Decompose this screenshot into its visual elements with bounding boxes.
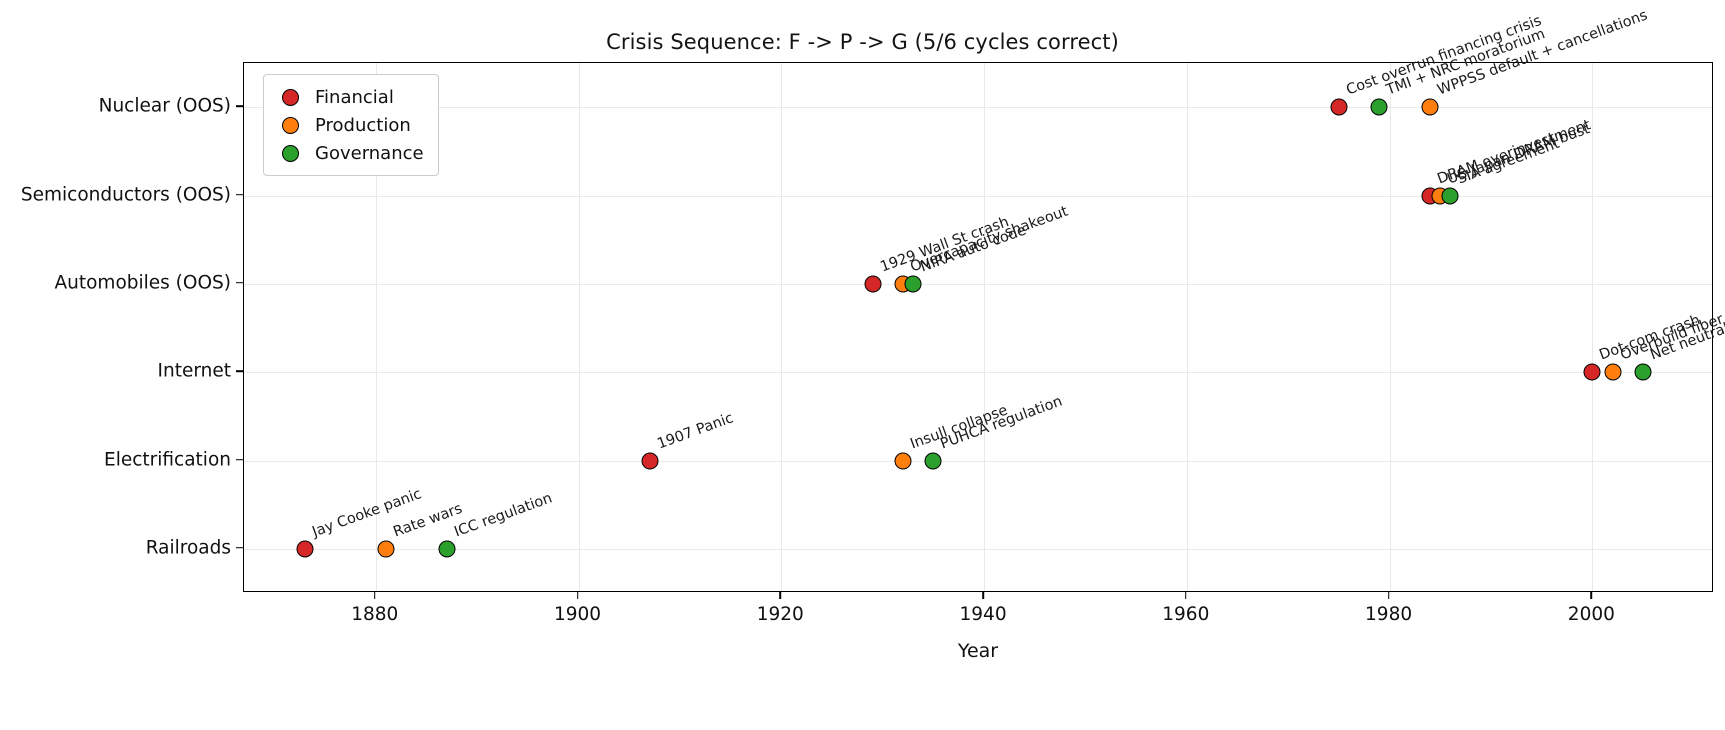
data-point[interactable] <box>1330 98 1348 116</box>
data-point[interactable] <box>438 540 456 558</box>
x-tick-label: 1940 <box>959 604 1007 625</box>
gridline-vertical <box>578 63 580 591</box>
x-tick-mark <box>1590 592 1593 599</box>
point-annotation: ICC regulation <box>452 490 555 541</box>
x-tick-mark <box>1387 592 1390 599</box>
gridline-horizontal <box>244 372 1712 374</box>
data-point[interactable] <box>377 540 395 558</box>
data-point[interactable] <box>296 540 314 558</box>
gridline-horizontal <box>244 107 1712 109</box>
x-tick-mark <box>779 592 782 599</box>
point-annotation: DRAM overinvestment <box>1435 116 1594 188</box>
data-point[interactable] <box>1370 98 1388 116</box>
point-annotation: Insull collapse <box>908 401 1010 453</box>
data-point[interactable] <box>894 452 912 469</box>
gridline-vertical <box>781 63 783 591</box>
gridline-horizontal <box>244 548 1712 550</box>
y-tick-mark <box>236 282 243 284</box>
legend-marker-icon <box>282 88 299 106</box>
gridline-horizontal <box>244 283 1712 285</box>
data-point[interactable] <box>924 452 942 469</box>
point-annotation: Overbuild fiber <box>1617 311 1725 364</box>
gridline-vertical <box>1186 63 1188 591</box>
x-axis-title: Year <box>957 640 999 662</box>
data-point[interactable] <box>1421 187 1439 204</box>
y-tick-label: Railroads <box>145 537 231 559</box>
data-point[interactable] <box>641 452 659 469</box>
x-tick-mark <box>576 592 579 599</box>
x-tick-label: 2000 <box>1567 604 1615 625</box>
point-annotation: US-Japan DRAM bust <box>1445 120 1593 188</box>
page-title: Crisis Sequence: F -> P -> G (5/6 cycles… <box>606 30 1119 54</box>
point-annotation: SIA agreement <box>1455 135 1563 188</box>
data-point[interactable] <box>1583 363 1601 381</box>
legend-item[interactable]: Financial <box>274 83 424 111</box>
data-point[interactable] <box>864 275 882 293</box>
data-point[interactable] <box>1421 98 1439 116</box>
point-annotation: Rate wars <box>391 500 465 541</box>
data-point[interactable] <box>1604 363 1622 381</box>
legend-item[interactable]: Production <box>274 111 424 139</box>
x-tick-label: 1960 <box>1162 604 1210 625</box>
point-annotation: Jay Cooke panic <box>310 486 424 541</box>
gridline-horizontal <box>244 460 1712 462</box>
legend-marker-icon <box>282 116 299 134</box>
data-point[interactable] <box>1431 187 1449 204</box>
x-tick-label: 1900 <box>554 604 602 625</box>
legend-item-label: Production <box>315 114 411 136</box>
point-annotation: 1907 Panic <box>654 409 736 453</box>
point-annotation: NIRA auto code <box>918 222 1029 276</box>
x-tick-label: 1980 <box>1365 604 1413 625</box>
data-point[interactable] <box>894 275 912 293</box>
point-annotation: Net neutrality <box>1648 314 1725 364</box>
y-tick-label: Nuclear (OOS) <box>98 95 231 117</box>
gridline-vertical <box>1592 63 1594 591</box>
y-tick-mark <box>236 193 243 196</box>
legend-item-label: Governance <box>315 142 424 164</box>
y-tick-mark <box>236 105 243 107</box>
gridlines <box>244 63 1712 591</box>
point-annotation: Dot-com crash <box>1597 312 1703 364</box>
data-point[interactable] <box>1634 363 1652 381</box>
point-annotation: Cost overrun financing crisis <box>1344 13 1544 99</box>
legend-marker-icon <box>282 144 299 162</box>
x-tick-label: 1920 <box>756 604 804 625</box>
plot-area: Jay Cooke panic 1907 Panic 1929 Wall St cr… <box>243 8 1725 592</box>
x-tick-label: 1880 <box>351 604 399 625</box>
legend: Financial Production Governance <box>263 74 439 176</box>
point-annotation: Overcapacity shakeout <box>908 203 1071 276</box>
y-tick-label: Internet <box>157 360 231 382</box>
y-tick-mark <box>236 547 243 549</box>
legend-item-label: Financial <box>315 86 394 108</box>
point-annotation: 1929 Wall St crash <box>877 213 1011 276</box>
gridline-vertical <box>984 63 986 591</box>
y-tick-label: Semiconductors (OOS) <box>20 184 231 205</box>
data-point[interactable] <box>904 275 922 293</box>
gridline-horizontal <box>244 195 1712 197</box>
gridline-vertical <box>1389 63 1391 591</box>
x-tick-mark <box>373 592 376 599</box>
annotations-layer: Jay Cooke panic 1907 Panic 1929 Wall St cr… <box>244 8 1725 591</box>
legend-item[interactable]: Governance <box>274 139 424 167</box>
data-point[interactable] <box>1441 187 1459 204</box>
x-tick-mark <box>982 592 984 599</box>
y-tick-label: Automobiles (OOS) <box>54 272 231 294</box>
y-tick-mark <box>236 370 243 372</box>
y-tick-mark <box>236 458 243 461</box>
x-tick-mark <box>1185 592 1187 599</box>
data-points-layer <box>244 63 1712 591</box>
point-annotation: PUHCA regulation <box>938 393 1065 453</box>
y-tick-label: Electrification <box>104 449 231 470</box>
